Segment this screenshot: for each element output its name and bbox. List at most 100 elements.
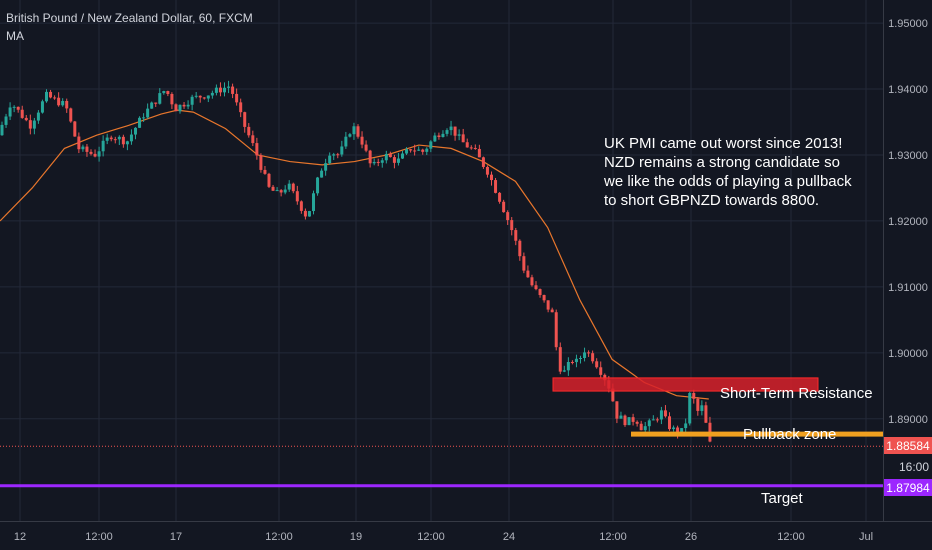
candle-body — [344, 136, 348, 147]
price-axis[interactable]: 1.95000 1.94000 1.93000 1.92000 1.91000 1.900… — [888, 18, 928, 426]
candle-body — [275, 190, 279, 192]
annotation-line: UK PMI came out worst since 2013! — [604, 135, 842, 152]
pullback-zone[interactable] — [631, 431, 883, 437]
candle-body — [583, 352, 587, 359]
candle-body — [449, 126, 453, 131]
candle-body — [518, 240, 522, 257]
candle-body — [700, 405, 704, 411]
candle-body — [291, 183, 295, 192]
candle-body — [437, 135, 441, 138]
candle-body — [283, 189, 287, 193]
last-price-badge — [884, 437, 932, 454]
time-tick-label: 26 — [685, 531, 697, 543]
time-tick-label: 12:00 — [599, 531, 627, 543]
candle-body — [61, 100, 65, 106]
candle-body — [352, 126, 356, 135]
time-tick-label: 12:00 — [417, 531, 445, 543]
candle-body — [247, 126, 251, 136]
countdown-value: 16:00 — [899, 460, 929, 474]
candle-body — [239, 102, 243, 113]
symbol-title[interactable]: British Pound / New Zealand Dollar, 60, … — [6, 11, 253, 25]
candle-body — [89, 151, 93, 154]
candle-body — [12, 106, 16, 108]
candle-body — [332, 154, 336, 156]
candle-body — [396, 158, 400, 163]
time-axis[interactable]: 12 12:00 17 12:00 19 12:00 24 12:00 26 12:00 Jul — [14, 531, 873, 543]
candle-body — [174, 104, 178, 112]
indicator-label[interactable]: MA — [6, 29, 24, 43]
candle-body — [421, 149, 425, 152]
candle-body — [45, 91, 48, 102]
candle-body — [324, 163, 328, 171]
candle-body — [340, 146, 344, 155]
candle-body — [69, 108, 73, 122]
candle-body — [558, 347, 562, 372]
candle-body — [202, 97, 206, 99]
candle-body — [647, 420, 651, 427]
candle-body — [364, 144, 368, 151]
candle-body — [113, 139, 117, 141]
candle-body — [312, 193, 315, 212]
candle-body — [546, 300, 550, 310]
candle-body — [623, 415, 627, 426]
candle-body — [40, 101, 44, 113]
resistance-label: Short-Term Resistance — [720, 385, 873, 402]
candle-body — [81, 146, 85, 150]
candle-body — [554, 312, 558, 348]
candle-body — [514, 230, 518, 241]
candle-body — [214, 87, 218, 93]
price-tick-label: 1.93000 — [888, 150, 928, 162]
candle-body — [85, 146, 89, 152]
candle-body — [481, 157, 485, 167]
candle-body — [490, 174, 493, 181]
candle-body — [566, 361, 570, 371]
candle-body — [380, 160, 384, 163]
candle-body — [259, 155, 263, 170]
candle-body — [704, 405, 708, 423]
candle-body — [659, 410, 663, 420]
resistance-zone[interactable] — [552, 377, 819, 392]
candle-body — [615, 401, 619, 419]
candle-body — [425, 148, 429, 152]
candle-body — [186, 104, 190, 107]
annotation-line: NZD remains a strong candidate so — [604, 154, 840, 171]
candle-body — [182, 104, 186, 107]
candle-body — [158, 93, 162, 104]
moving-average — [0, 109, 709, 400]
candle-body — [668, 416, 671, 430]
candle-body — [599, 367, 603, 375]
candle-body — [198, 95, 202, 98]
candle-body — [101, 140, 105, 152]
candle-body — [287, 183, 291, 190]
candle-body — [49, 91, 53, 98]
candle-body — [368, 150, 372, 164]
candle-body — [510, 220, 514, 231]
candle-body — [651, 419, 655, 421]
candle-body — [307, 211, 311, 217]
candle-body — [24, 117, 28, 121]
candle-body — [688, 393, 692, 424]
candle-body — [627, 417, 631, 426]
candle-body — [125, 141, 129, 145]
candle-body — [574, 358, 578, 363]
price-tick-label: 1.92000 — [888, 216, 928, 228]
candle-body — [154, 102, 158, 104]
candle-body — [611, 388, 615, 402]
candle-body — [631, 417, 635, 422]
candle-body — [150, 102, 154, 109]
candle-body — [498, 192, 502, 202]
candle-body — [271, 186, 275, 191]
price-tick-label: 1.90000 — [888, 348, 928, 360]
candle-body — [676, 427, 680, 434]
candle-body — [134, 127, 137, 135]
candle-body — [457, 134, 461, 136]
candle-body — [384, 153, 388, 161]
candle-body — [279, 190, 283, 193]
candle-body — [579, 358, 582, 360]
candle-body — [16, 106, 20, 110]
candle-body — [639, 423, 643, 431]
candle-body — [206, 95, 210, 99]
annotation-line: we like the odds of playing a pullback — [603, 173, 852, 190]
